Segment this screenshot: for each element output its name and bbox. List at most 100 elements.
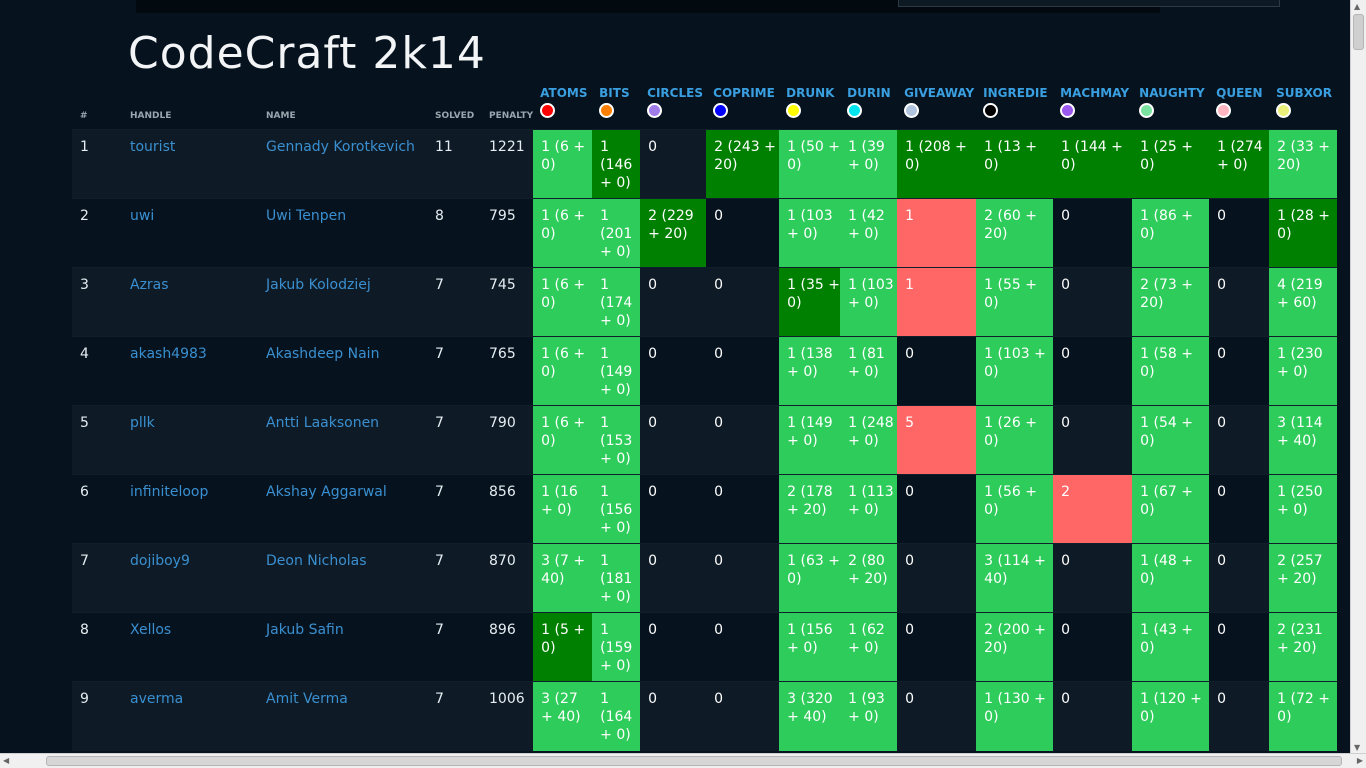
handle-link[interactable]: pllk bbox=[122, 405, 258, 475]
handle-link[interactable]: infiniteloop bbox=[122, 474, 258, 544]
balloon-icon bbox=[1060, 103, 1076, 118]
problem-result-cell: 0 bbox=[897, 612, 977, 682]
name-link[interactable]: Jakub Kolodziej bbox=[258, 267, 427, 337]
problem-result-cell: 1 (55 + 0) bbox=[976, 267, 1054, 337]
problem-header-machmay[interactable]: MACHMAY bbox=[1053, 86, 1132, 130]
problem-result-cell: 0 bbox=[1209, 267, 1270, 337]
table-row: 1 tourist Gennady Korotkevich 11 1221 1 (6 + … bbox=[72, 129, 1338, 199]
problem-code-link[interactable]: BITS bbox=[599, 86, 630, 100]
problem-result-cell: 2 (257 + 20) bbox=[1269, 543, 1338, 613]
name-link[interactable]: Antti Laaksonen bbox=[258, 405, 427, 475]
problem-code-link[interactable]: DRUNK bbox=[786, 86, 835, 100]
problem-code-link[interactable]: MACHMAY bbox=[1060, 86, 1130, 100]
problem-code-link[interactable]: COPRIME bbox=[713, 86, 775, 100]
problem-code-link[interactable]: GIVEAWAY bbox=[904, 86, 975, 100]
problem-result-cell: 0 bbox=[706, 612, 780, 682]
problem-result-cell: 1 (42 + 0) bbox=[840, 198, 898, 268]
problem-code-link[interactable]: DURIN bbox=[847, 86, 891, 100]
problem-result-cell: 0 bbox=[897, 681, 977, 751]
problem-code-link[interactable]: SUBXOR bbox=[1276, 86, 1332, 100]
name-link[interactable]: Amit Verma bbox=[258, 681, 427, 751]
handle-link[interactable]: akash4983 bbox=[122, 336, 258, 406]
rank-cell: 9 bbox=[72, 681, 122, 751]
penalty-cell: 765 bbox=[481, 336, 534, 406]
problem-result-cell: 1 (149 + 0) bbox=[592, 336, 641, 406]
handle-link[interactable]: Azras bbox=[122, 267, 258, 337]
handle-link[interactable]: averma bbox=[122, 681, 258, 751]
balloon-icon bbox=[540, 103, 556, 118]
rank-cell: 4 bbox=[72, 336, 122, 406]
problem-header-queen[interactable]: QUEEN bbox=[1209, 86, 1269, 130]
problem-result-cell: 1 (208 + 0) bbox=[897, 129, 977, 199]
rank-cell: 5 bbox=[72, 405, 122, 475]
problem-result-cell: 1 (156 + 0) bbox=[779, 612, 841, 682]
problem-result-cell: 1 (39 + 0) bbox=[840, 129, 898, 199]
problem-header-circles[interactable]: CIRCLES bbox=[640, 86, 706, 130]
problem-result-cell: 2 bbox=[1053, 474, 1133, 544]
top-bar-panel bbox=[898, 0, 1280, 7]
problem-header-atoms[interactable]: ATOMS bbox=[533, 86, 592, 130]
problem-code-link[interactable]: NAUGHTY bbox=[1139, 86, 1205, 100]
problem-header-bits[interactable]: BITS bbox=[592, 86, 640, 130]
scroll-left-icon[interactable]: ◀ bbox=[3, 756, 10, 765]
name-link[interactable]: Deon Nicholas bbox=[258, 543, 427, 613]
balloon-icon bbox=[1139, 103, 1155, 118]
problem-result-cell: 1 (181 + 0) bbox=[592, 543, 641, 613]
problem-header-coprime[interactable]: COPRIME bbox=[706, 86, 779, 130]
scroll-down-icon[interactable]: ▼ bbox=[1354, 743, 1361, 752]
header-row: # HANDLE NAME SOLVED PENALTY ATOMS BITS CI… bbox=[72, 86, 1337, 130]
horizontal-scroll-thumb[interactable] bbox=[46, 756, 1342, 766]
name-link[interactable]: Jakub Safin bbox=[258, 612, 427, 682]
problem-result-cell: 0 bbox=[1053, 405, 1133, 475]
problem-result-cell: 0 bbox=[1209, 543, 1270, 613]
problem-header-drunk[interactable]: DRUNK bbox=[779, 86, 840, 130]
horizontal-scrollbar[interactable]: ◀ ▶ bbox=[0, 753, 1366, 768]
name-header: NAME bbox=[266, 111, 296, 121]
rank-cell: 6 bbox=[72, 474, 122, 544]
problem-result-cell: 0 bbox=[640, 405, 707, 475]
problem-code-link[interactable]: CIRCLES bbox=[647, 86, 703, 100]
problem-result-cell: 3 (320 + 40) bbox=[779, 681, 841, 751]
problem-header-subxor[interactable]: SUBXOR bbox=[1269, 86, 1337, 130]
problem-result-cell: 2 (60 + 20) bbox=[976, 198, 1054, 268]
problem-header-durin[interactable]: DURIN bbox=[840, 86, 897, 130]
problem-code-link[interactable]: QUEEN bbox=[1216, 86, 1263, 100]
problem-result-cell: 2 (178 + 20) bbox=[779, 474, 841, 544]
vertical-scrollbar[interactable]: ▲ ▼ bbox=[1350, 0, 1366, 754]
problem-result-cell: 1 (6 + 0) bbox=[533, 336, 593, 406]
problem-result-cell: 1 (62 + 0) bbox=[840, 612, 898, 682]
balloon-icon bbox=[599, 103, 615, 118]
rank-cell: 8 bbox=[72, 612, 122, 682]
balloon-icon bbox=[786, 103, 802, 118]
problem-header-ingredie[interactable]: INGREDIE bbox=[976, 86, 1053, 130]
handle-link[interactable]: uwi bbox=[122, 198, 258, 268]
penalty-cell: 1006 bbox=[481, 681, 534, 751]
problem-result-cell: 0 bbox=[640, 543, 707, 613]
problem-code-link[interactable]: INGREDIE bbox=[983, 86, 1048, 100]
problem-result-cell: 1 (120 + 0) bbox=[1132, 681, 1210, 751]
name-link[interactable]: Akashdeep Nain bbox=[258, 336, 427, 406]
problem-result-cell: 0 bbox=[640, 267, 707, 337]
problem-header-giveaway[interactable]: GIVEAWAY bbox=[897, 86, 976, 130]
problem-header-naughty[interactable]: NAUGHTY bbox=[1132, 86, 1209, 130]
scroll-up-icon[interactable]: ▲ bbox=[1354, 2, 1361, 11]
name-link[interactable]: Gennady Korotkevich bbox=[258, 129, 427, 199]
problem-result-cell: 1 (153 + 0) bbox=[592, 405, 641, 475]
handle-link[interactable]: Xellos bbox=[122, 612, 258, 682]
penalty-cell: 856 bbox=[481, 474, 534, 544]
table-row: 4 akash4983 Akashdeep Nain 7 765 1 (6 + 0) 1 (… bbox=[72, 336, 1338, 406]
scroll-right-icon[interactable]: ▶ bbox=[1356, 756, 1363, 765]
problem-code-link[interactable]: ATOMS bbox=[540, 86, 588, 100]
handle-link[interactable]: tourist bbox=[122, 129, 258, 199]
vertical-scroll-thumb[interactable] bbox=[1353, 14, 1364, 50]
handle-link[interactable]: dojiboy9 bbox=[122, 543, 258, 613]
balloon-icon bbox=[1276, 103, 1292, 118]
name-link[interactable]: Akshay Aggarwal bbox=[258, 474, 427, 544]
penalty-cell: 1221 bbox=[481, 129, 534, 199]
problem-result-cell: 0 bbox=[706, 405, 780, 475]
problem-result-cell: 4 (219 + 60) bbox=[1269, 267, 1338, 337]
problem-result-cell: 2 (33 + 20) bbox=[1269, 129, 1338, 199]
problem-result-cell: 0 bbox=[1053, 198, 1133, 268]
ranklist-table: # HANDLE NAME SOLVED PENALTY ATOMS BITS CI… bbox=[72, 86, 1338, 751]
name-link[interactable]: Uwi Tenpen bbox=[258, 198, 427, 268]
